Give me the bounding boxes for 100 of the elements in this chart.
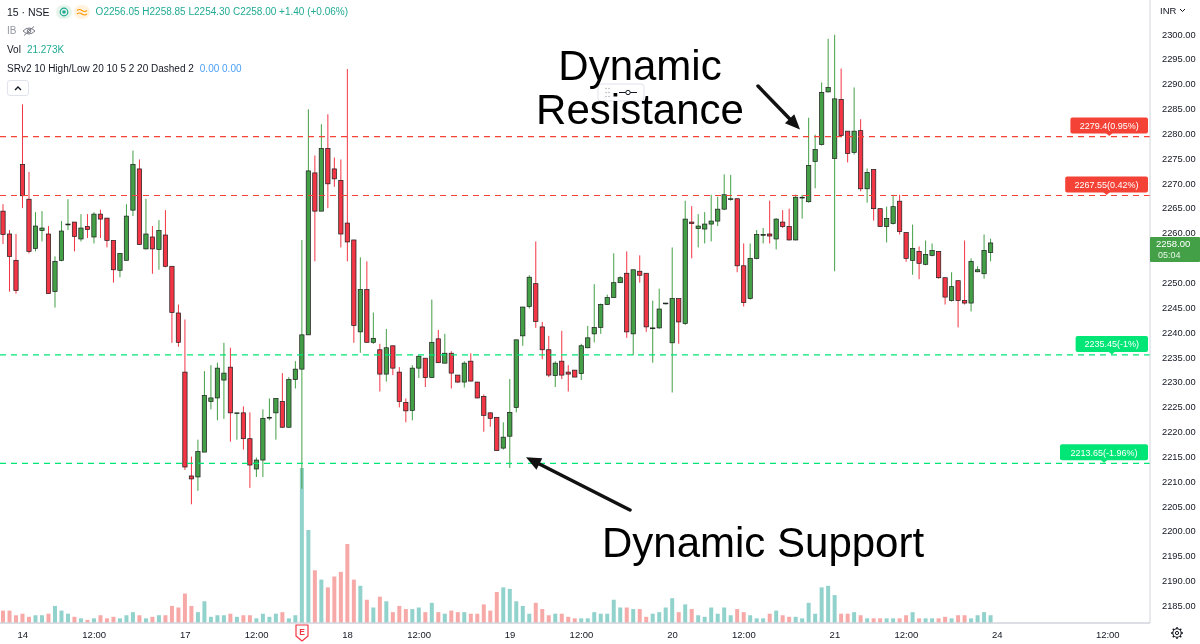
text: 15 · NSE [7, 5, 50, 20]
bar [371, 607, 376, 623]
bar [832, 595, 837, 623]
bar [410, 609, 415, 623]
bar [169, 605, 174, 623]
y-tick-label: 2265.00 [1162, 203, 1196, 214]
bar [436, 612, 441, 623]
y-tick-label: 2200.00 [1162, 526, 1196, 537]
bar [618, 607, 623, 623]
bar [780, 615, 785, 623]
bar [176, 607, 181, 623]
x-tick-label: 20 [667, 628, 678, 640]
bar [39, 615, 44, 623]
text: E [299, 627, 306, 637]
bar [189, 605, 194, 623]
bar [592, 612, 597, 623]
bar [98, 615, 103, 623]
bar [137, 615, 142, 623]
bar [293, 615, 298, 623]
bar [748, 615, 753, 623]
y-tick-label: 2205.00 [1162, 501, 1196, 512]
y-tick-label: 2270.00 [1162, 178, 1196, 189]
bar [377, 596, 382, 623]
bar [956, 615, 961, 623]
y-tick-label: 2295.00 [1162, 54, 1196, 65]
annotation: 0.00 0.00 [199, 62, 242, 76]
bar [182, 593, 187, 623]
ref-line-label: 2235.45(-1%) [1084, 339, 1140, 350]
y-tick-label: 2285.00 [1162, 104, 1196, 115]
bar [195, 612, 200, 623]
x-tick-label: 19 [504, 628, 516, 640]
y-tick-label: 2300.00 [1162, 29, 1196, 40]
y-tick-label: 2260.00 [1162, 228, 1196, 239]
y-tick-label: 2240.00 [1162, 327, 1196, 338]
bar [988, 615, 993, 623]
bar [455, 612, 460, 623]
y-tick-label: 2230.00 [1162, 377, 1196, 388]
x-tick-label: 12:00 [82, 628, 107, 640]
bar [481, 604, 486, 623]
bar [982, 612, 987, 623]
bar [904, 615, 909, 623]
bar [163, 615, 168, 623]
bar [52, 605, 57, 623]
bar [735, 609, 740, 623]
bar [663, 607, 668, 623]
bar [156, 615, 161, 623]
bar [637, 609, 642, 623]
bar [501, 587, 506, 623]
bar [403, 609, 408, 623]
x-tick-label: 12:00 [244, 628, 269, 640]
bar [13, 615, 18, 623]
bar [858, 615, 863, 623]
bar [657, 612, 662, 623]
bar [280, 612, 285, 623]
text: 2258.00 [1156, 237, 1191, 249]
bar [696, 615, 701, 623]
bar [364, 599, 369, 623]
x-tick-label: 12:00 [407, 628, 431, 640]
annotation: 21.273K [26, 43, 65, 57]
annotation: O2256.05 H2258.85 L2254.30 C2258.00 +1.40 (+0.06%) [95, 5, 349, 19]
x-tick-label: 12:00 [1095, 628, 1120, 640]
y-tick-label: 2185.00 [1162, 600, 1196, 611]
bar [384, 601, 389, 623]
ref-line-label: 2267.55(0.42%) [1074, 179, 1139, 190]
y-tick-label: 2225.00 [1162, 402, 1196, 413]
bar [514, 601, 519, 623]
bar [852, 612, 857, 623]
bar [962, 615, 967, 623]
x-tick-label: 18 [342, 628, 353, 640]
bar [975, 615, 980, 623]
x-tick-label: 24 [992, 628, 1003, 640]
bar [429, 602, 434, 623]
y-tick-label: 2220.00 [1162, 427, 1196, 438]
bar [312, 570, 317, 623]
bar [806, 602, 811, 623]
bar [319, 579, 324, 623]
bar [507, 588, 512, 623]
bar [631, 609, 636, 623]
bar [462, 612, 467, 623]
annotation: SRv2 10 High/Low 20 10 5 2 20 Dashed 2 [7, 62, 194, 76]
y-tick-label: 2290.00 [1162, 79, 1196, 90]
bar [332, 576, 337, 623]
bar [676, 612, 681, 623]
annotation: IB [7, 24, 17, 38]
bar [520, 605, 525, 623]
y-tick-label: 2245.00 [1162, 302, 1196, 313]
bar [741, 612, 746, 623]
bar [533, 602, 538, 623]
bar [351, 579, 356, 623]
bar [390, 612, 395, 623]
y-tick-label: 2190.00 [1162, 576, 1196, 587]
ref-line-label: 2213.65(-1.96%) [1070, 447, 1138, 458]
y-tick-label: 2210.00 [1162, 476, 1196, 487]
bar [819, 587, 824, 623]
annotation: Dynamic Resistance [535, 42, 745, 133]
y-tick-label: 2275.00 [1162, 153, 1196, 164]
bar [611, 599, 616, 623]
bar [358, 585, 363, 623]
bar [722, 607, 727, 623]
x-tick-label: 14 [17, 628, 29, 640]
